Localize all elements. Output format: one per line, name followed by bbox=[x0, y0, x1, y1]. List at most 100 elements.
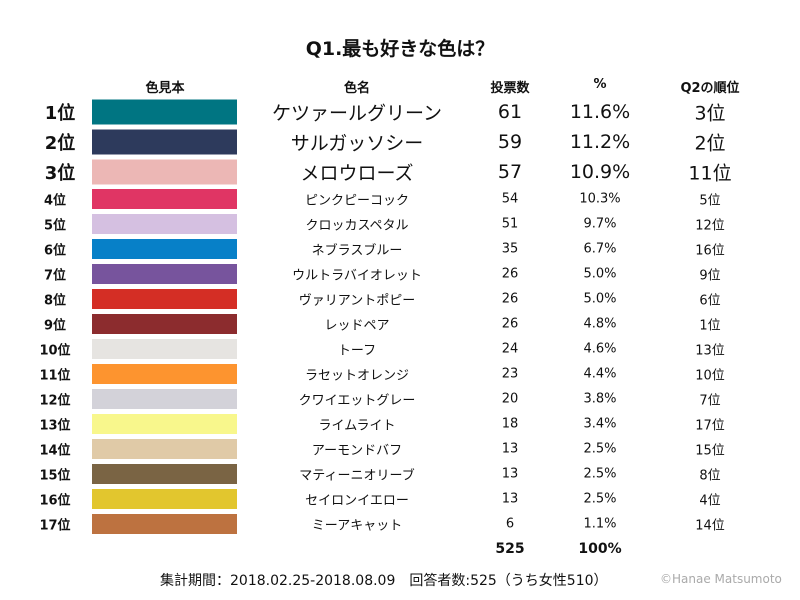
rank: 2位 bbox=[44, 133, 76, 154]
votes: 18 bbox=[501, 416, 519, 432]
color-swatch bbox=[92, 389, 237, 409]
percent: 2.5% bbox=[583, 441, 617, 457]
votes: 24 bbox=[501, 341, 519, 357]
color-swatch bbox=[92, 364, 237, 384]
percent: 11.6% bbox=[569, 101, 631, 123]
color-name: クロッカスペタル bbox=[305, 218, 409, 234]
color-name: トーフ bbox=[337, 343, 377, 359]
color-name: クワイエットグレー bbox=[298, 393, 416, 409]
q2-rank: 14位 bbox=[695, 518, 725, 534]
color-swatch bbox=[92, 414, 237, 434]
color-swatch bbox=[92, 239, 237, 259]
q2-rank: 1位 bbox=[699, 318, 721, 334]
color-swatch bbox=[92, 439, 237, 459]
header-percent: % bbox=[593, 77, 607, 92]
percent: 4.6% bbox=[583, 341, 617, 357]
color-name: マティーニオリーブ bbox=[299, 468, 415, 484]
votes: 13 bbox=[501, 466, 519, 482]
rank: 9位 bbox=[43, 318, 67, 334]
color-name: ウルトラバイオレット bbox=[292, 268, 422, 284]
q2-rank: 10位 bbox=[695, 368, 725, 384]
percent: 10.3% bbox=[579, 191, 621, 207]
rank: 5位 bbox=[43, 218, 67, 234]
header-swatch: 色見本 bbox=[145, 81, 185, 96]
q2-rank: 9位 bbox=[699, 268, 721, 284]
percent: 4.8% bbox=[583, 316, 617, 332]
votes: 35 bbox=[501, 241, 519, 257]
percent: 3.8% bbox=[583, 391, 617, 407]
color-swatch bbox=[92, 339, 237, 359]
header-votes: 投票数 bbox=[490, 81, 530, 96]
color-swatch bbox=[92, 314, 237, 334]
color-name: セイロンイエロー bbox=[305, 493, 409, 509]
q2-rank: 6位 bbox=[699, 293, 721, 309]
votes: 26 bbox=[501, 266, 519, 282]
percent: 5.0% bbox=[583, 291, 617, 307]
percent: 3.4% bbox=[583, 416, 617, 432]
header-q2-rank: Q2の順位 bbox=[680, 81, 740, 96]
votes: 26 bbox=[501, 291, 519, 307]
votes: 23 bbox=[501, 366, 519, 382]
color-name: ミーアキャット bbox=[311, 518, 403, 534]
color-name: ピンクピーコック bbox=[304, 193, 410, 209]
votes: 61 bbox=[497, 101, 523, 123]
color-swatch bbox=[92, 514, 237, 534]
rank: 14位 bbox=[39, 443, 71, 459]
color-name: サルガッソシー bbox=[290, 132, 424, 155]
rank: 12位 bbox=[39, 393, 71, 409]
copyright: ©Hanae Matsumoto bbox=[660, 572, 782, 586]
q2-rank: 15位 bbox=[695, 443, 725, 459]
color-swatch bbox=[92, 464, 237, 484]
color-swatch bbox=[92, 489, 237, 509]
rank: 7位 bbox=[43, 268, 67, 284]
color-swatch bbox=[92, 99, 237, 125]
q2-rank: 4位 bbox=[699, 493, 721, 509]
color-swatch bbox=[92, 129, 237, 155]
percent: 2.5% bbox=[583, 491, 617, 507]
color-name: ネブラスブルー bbox=[311, 243, 403, 259]
color-swatch bbox=[92, 189, 237, 209]
rank: 6位 bbox=[43, 243, 67, 259]
votes: 51 bbox=[501, 216, 519, 232]
votes: 26 bbox=[501, 316, 519, 332]
color-name: ヴァリアントポピー bbox=[298, 293, 416, 309]
header-name: 色名 bbox=[343, 81, 371, 96]
percent: 2.5% bbox=[583, 466, 617, 482]
color-name: ラセットオレンジ bbox=[304, 368, 410, 384]
q2-rank: 11位 bbox=[688, 162, 732, 185]
total-votes: 525 bbox=[495, 541, 525, 557]
q2-rank: 5位 bbox=[699, 193, 721, 209]
q2-rank: 16位 bbox=[695, 243, 725, 259]
color-swatch bbox=[92, 159, 237, 185]
votes: 13 bbox=[501, 491, 519, 507]
percent: 5.0% bbox=[583, 266, 617, 282]
votes: 57 bbox=[497, 161, 523, 183]
color-name: レッドペア bbox=[324, 318, 390, 334]
votes: 20 bbox=[501, 391, 519, 407]
votes: 54 bbox=[501, 191, 519, 207]
rank: 11位 bbox=[39, 368, 71, 384]
votes: 59 bbox=[497, 131, 523, 153]
rank: 1位 bbox=[44, 103, 76, 124]
total-percent: 100% bbox=[578, 541, 622, 557]
percent: 6.7% bbox=[583, 241, 617, 257]
q2-rank: 2位 bbox=[694, 132, 726, 155]
color-swatch bbox=[92, 289, 237, 309]
q2-rank: 12位 bbox=[695, 218, 725, 234]
rank: 10位 bbox=[39, 343, 71, 359]
color-name: ケツァールグリーン bbox=[271, 102, 443, 125]
q2-rank: 8位 bbox=[699, 468, 721, 484]
rank: 3位 bbox=[44, 163, 76, 184]
rank: 13位 bbox=[39, 418, 71, 434]
percent: 1.1% bbox=[583, 516, 617, 532]
color-swatch bbox=[92, 264, 237, 284]
q2-rank: 17位 bbox=[695, 418, 725, 434]
q2-rank: 7位 bbox=[699, 393, 721, 409]
rank: 16位 bbox=[39, 493, 71, 509]
percent: 4.4% bbox=[583, 366, 617, 382]
q2-rank: 13位 bbox=[695, 343, 725, 359]
percent: 11.2% bbox=[569, 131, 631, 153]
chart-title: Q1.最も好きな色は？ bbox=[305, 38, 495, 60]
color-name: ライムライト bbox=[318, 418, 396, 434]
color-swatch bbox=[92, 214, 237, 234]
